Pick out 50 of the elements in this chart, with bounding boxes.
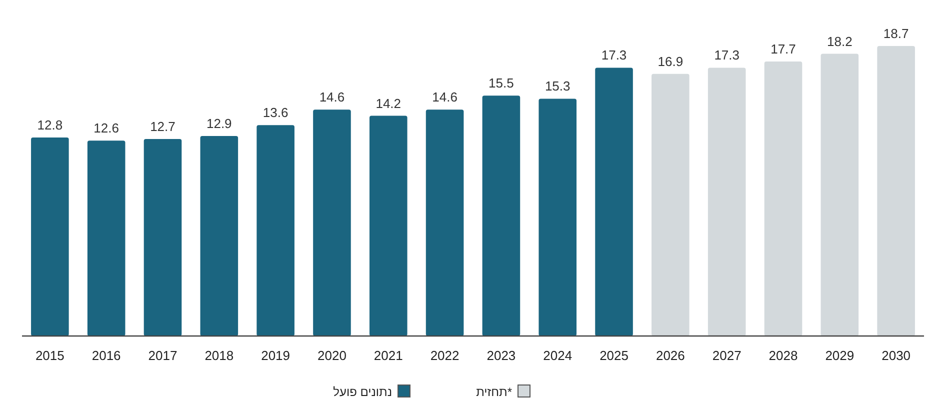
bar [764, 62, 802, 336]
x-tick-label: 2022 [430, 348, 460, 363]
x-tick-label: 2028 [768, 348, 798, 363]
data-label: 14.6 [319, 90, 345, 105]
data-label: 14.6 [432, 90, 458, 105]
data-label: 15.5 [488, 76, 514, 91]
x-tick-label: 2023 [486, 348, 516, 363]
data-label: 12.8 [37, 117, 63, 132]
bar [87, 140, 126, 336]
x-tick-label: 2030 [882, 348, 911, 363]
x-tick-label: 2025 [600, 348, 628, 363]
bar [369, 116, 408, 336]
bar [256, 125, 294, 336]
data-label: 12.9 [206, 116, 232, 131]
bar [538, 98, 577, 336]
data-label: 13.6 [262, 105, 288, 120]
x-tick-label: 2027 [712, 348, 742, 363]
data-label: 18.2 [827, 34, 852, 49]
data-label: 17.7 [770, 42, 796, 57]
x-tick-label: 2018 [204, 348, 234, 363]
bar [313, 110, 351, 336]
bar [708, 68, 746, 336]
bar [426, 110, 464, 336]
x-tick-label: 2029 [825, 348, 854, 363]
bar [652, 74, 690, 336]
bar [877, 46, 915, 336]
data-label: 18.7 [883, 26, 909, 41]
bar [144, 139, 182, 336]
bar [482, 96, 520, 336]
data-label: 12.7 [150, 119, 176, 134]
bar [31, 137, 69, 336]
legend-label: תחזית* [476, 385, 512, 399]
x-tick-label: 2020 [318, 348, 346, 363]
data-label: 16.9 [658, 54, 684, 69]
bar [200, 136, 238, 336]
bar [595, 68, 633, 336]
x-tick-label: 2024 [543, 348, 572, 363]
data-label: 15.3 [544, 78, 570, 94]
legend-label: נתונים פועל [333, 385, 392, 399]
data-label: 17.3 [714, 48, 740, 63]
bar [820, 54, 859, 336]
x-tick-label: 2019 [261, 348, 290, 363]
x-tick-label: 2021 [374, 348, 403, 363]
x-tick-label: 2016 [92, 348, 121, 363]
data-label: 12.6 [94, 120, 119, 136]
x-tick-label: 2026 [656, 348, 685, 363]
data-label: 17.3 [601, 48, 627, 63]
x-tick-label: 2017 [148, 348, 178, 363]
x-tick-label: 2015 [35, 348, 64, 363]
data-label: 14.2 [376, 96, 402, 111]
